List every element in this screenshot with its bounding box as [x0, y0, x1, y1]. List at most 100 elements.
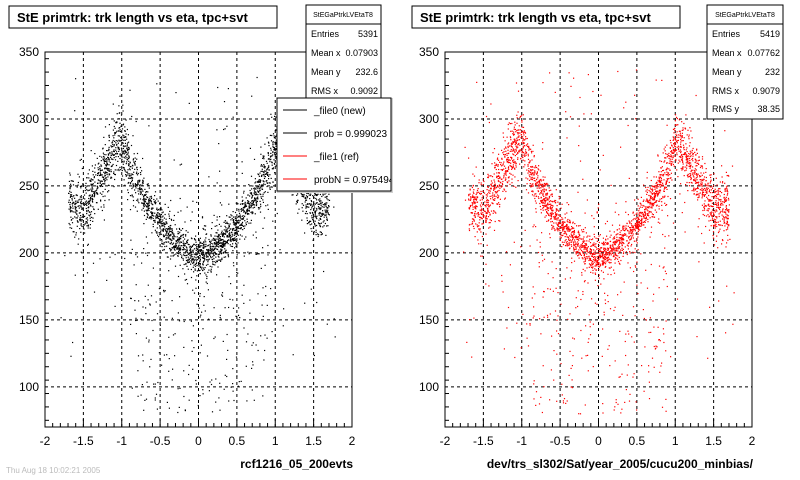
scatter-point	[107, 157, 110, 159]
scatter-point	[228, 227, 230, 229]
scatter-point	[256, 197, 258, 199]
scatter-point	[137, 182, 139, 184]
scatter-point	[82, 144, 85, 146]
scatter-point	[257, 349, 259, 352]
scatter-point	[472, 218, 475, 220]
scatter-point	[562, 218, 564, 220]
scatter-point	[497, 186, 499, 188]
scatter-point	[726, 199, 728, 201]
scatter-point	[222, 239, 224, 241]
scatter-point	[83, 204, 85, 206]
scatter-point	[134, 206, 137, 208]
scatter-point	[510, 162, 512, 164]
scatter-point	[219, 382, 221, 384]
scatter-point	[149, 304, 151, 306]
stats-name-left: StEGaPtrkLVEtaT8	[313, 12, 373, 19]
scatter-point	[656, 191, 658, 193]
scatter-point	[598, 254, 600, 256]
scatter-point	[200, 314, 202, 316]
scatter-point	[168, 213, 170, 215]
scatter-point	[169, 250, 172, 252]
scatter-point	[190, 256, 192, 258]
scatter-point	[259, 200, 261, 202]
scatter-point	[202, 267, 205, 269]
scatter-point	[117, 135, 119, 137]
scatter-point	[532, 174, 534, 176]
scatter-point	[212, 249, 214, 251]
scatter-point	[511, 168, 513, 170]
scatter-point	[239, 214, 241, 216]
scatter-point	[589, 257, 592, 260]
scatter-point	[721, 176, 723, 178]
scatter-point	[102, 191, 104, 193]
scatter-point	[324, 193, 326, 195]
scatter-point	[69, 203, 71, 206]
scatter-point	[266, 162, 268, 164]
scatter-point	[221, 232, 223, 234]
scatter-point	[150, 217, 152, 219]
scatter-point	[542, 186, 544, 188]
scatter-point	[219, 409, 221, 411]
scatter-point	[503, 175, 505, 177]
scatter-point	[90, 150, 92, 152]
scatter-point	[267, 141, 270, 143]
scatter-point	[81, 208, 83, 210]
scatter-point	[199, 237, 201, 239]
scatter-point	[608, 261, 610, 263]
scatter-point	[225, 229, 227, 231]
scatter-point	[204, 267, 206, 269]
scatter-point	[317, 193, 319, 195]
scatter-point	[707, 214, 709, 216]
scatter-point	[177, 246, 179, 248]
scatter-point	[186, 240, 188, 242]
scatter-point	[480, 193, 482, 195]
scatter-point	[152, 207, 154, 209]
scatter-point	[668, 155, 670, 157]
scatter-point	[274, 141, 276, 143]
scatter-point	[494, 165, 496, 167]
scatter-point	[706, 185, 708, 187]
scatter-point	[156, 214, 158, 216]
scatter-point	[673, 139, 675, 141]
scatter-point	[94, 190, 96, 192]
scatter-point	[502, 190, 504, 192]
scatter-point	[87, 201, 89, 203]
scatter-point	[246, 218, 248, 220]
scatter-point	[164, 223, 166, 225]
scatter-point	[183, 245, 185, 247]
scatter-point	[275, 156, 277, 158]
scatter-point	[593, 233, 595, 235]
scatter-point	[232, 307, 235, 309]
scatter-point	[148, 339, 150, 341]
scatter-point	[246, 212, 248, 214]
scatter-point	[641, 220, 643, 222]
scatter-point	[627, 225, 629, 227]
scatter-point	[121, 153, 123, 155]
scatter-point	[145, 313, 147, 315]
scatter-point	[555, 210, 557, 212]
scatter-point	[508, 142, 510, 144]
scatter-point	[110, 156, 112, 158]
scatter-point	[279, 249, 281, 251]
scatter-point	[632, 229, 634, 231]
scatter-point	[196, 303, 198, 305]
scatter-point	[146, 196, 148, 198]
scatter-point	[225, 242, 227, 245]
scatter-point	[162, 243, 164, 245]
scatter-point	[167, 228, 169, 230]
scatter-point	[89, 211, 91, 213]
scatter-point	[260, 197, 263, 199]
scatter-point	[129, 175, 131, 177]
scatter-point	[163, 217, 165, 219]
scatter-point	[206, 249, 208, 251]
scatter-point	[680, 183, 682, 185]
scatter-point	[664, 270, 666, 272]
scatter-point	[223, 240, 225, 242]
scatter-point	[216, 235, 218, 237]
scatter-point	[72, 201, 74, 203]
scatter-point	[228, 239, 230, 241]
scatter-point	[721, 182, 724, 184]
scatter-point	[199, 245, 201, 247]
scatter-point	[565, 111, 567, 113]
scatter-point	[629, 227, 631, 229]
